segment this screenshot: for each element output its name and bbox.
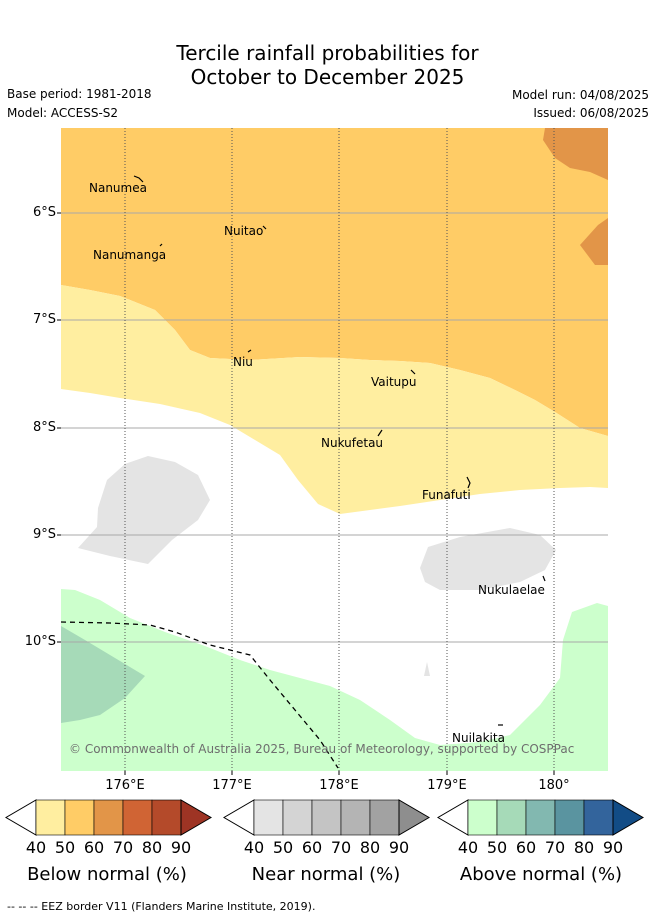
colorbar-tick-label: 60 [83, 838, 105, 857]
place-label: Nanumea [89, 181, 147, 195]
colorbar-segment [554, 799, 585, 836]
region-below-normal-60-e [580, 218, 608, 265]
lat-label-10s: 10°S [24, 634, 56, 649]
region-below-normal-40 [61, 285, 608, 514]
eez-border-legend: -- -- -- EEZ border V11 (Flanders Marine… [7, 900, 316, 913]
colorbar-tick-label: 40 [457, 838, 479, 857]
colorbar-title: Below normal (%) [27, 864, 187, 885]
colorbar-title: Above normal (%) [459, 864, 623, 885]
colorbar-tick-label: 90 [602, 838, 624, 857]
lat-label-9s: 9°S [32, 527, 56, 542]
colorbar-segment [467, 799, 498, 836]
copyright-notice: © Commonwealth of Australia 2025, Bureau… [69, 742, 575, 756]
model-run: Model run: 04/08/2025 [511, 88, 649, 102]
colorbar-under-arrow [223, 799, 255, 836]
colorbar-title: Near normal (%) [251, 864, 401, 885]
place-label: Nuilakita [452, 731, 505, 745]
colorbar-over-arrow [612, 799, 644, 836]
colorbar-tick-label: 50 [54, 838, 76, 857]
colorbar-tick-label: 70 [544, 838, 566, 857]
place-label: Niu [233, 355, 253, 369]
place-label: Vaitupu [371, 375, 417, 389]
colorbar-segment [311, 799, 342, 836]
island-nukulaelae [542, 575, 546, 582]
colorbar-segment [122, 799, 153, 836]
colorbar-segment [340, 799, 371, 836]
colorbar-over-arrow [180, 799, 212, 836]
island-niu [247, 349, 252, 353]
island-funafuti [466, 476, 471, 489]
lat-label-8s: 8°S [32, 420, 56, 435]
lat-label-6s: 6°S [32, 205, 56, 220]
colorbar-segment [35, 799, 66, 836]
place-label: Nukulaelae [478, 583, 545, 597]
colorbar-tick-label: 50 [486, 838, 508, 857]
colorbar-segment [64, 799, 95, 836]
latitude-gridlines [61, 212, 608, 643]
island-vaitupu [410, 369, 416, 375]
place-label: Funafuti [422, 488, 471, 502]
colorbar-tick-label: 90 [170, 838, 192, 857]
axis-ticks [57, 212, 555, 775]
region-near-normal-east [420, 528, 556, 590]
colorbar-above-normal [437, 799, 644, 836]
longitude-gridlines [124, 128, 555, 771]
colorbar-segment [583, 799, 614, 836]
lon-label-176e: 176°E [105, 778, 145, 793]
region-below-normal-60-ne [543, 128, 608, 180]
map-title-line-2: October to December 2025 [190, 65, 465, 89]
lon-label-180: 180° [538, 778, 570, 793]
colorbar-tick-label: 70 [330, 838, 352, 857]
colorbar-segment [282, 799, 313, 836]
colorbar-tick-label: 80 [141, 838, 163, 857]
colorbar-tick-label: 40 [25, 838, 47, 857]
colorbar-segment [369, 799, 400, 836]
eez-border [61, 621, 339, 769]
lon-label-179e: 179°E [427, 778, 467, 793]
colorbar-tick-label: 90 [388, 838, 410, 857]
colorbar-under-arrow [437, 799, 469, 836]
colorbar-tick-label: 80 [359, 838, 381, 857]
issued-date: Issued: 06/08/2025 [533, 106, 649, 120]
colorbar-under-arrow [5, 799, 37, 836]
lon-label-178e: 178°E [319, 778, 359, 793]
colorbar-tick-label: 60 [515, 838, 537, 857]
colorbar-segment [151, 799, 182, 836]
colorbar-segment [496, 799, 527, 836]
place-label: Nuitao [224, 224, 264, 238]
colorbar-tick-label: 40 [243, 838, 265, 857]
island-nanumea [133, 175, 144, 183]
colorbar-segment [253, 799, 284, 836]
lat-label-7s: 7°S [32, 312, 56, 327]
colorbar-segment [93, 799, 124, 836]
place-label: Nanumanga [93, 248, 167, 262]
place-label: Nukufetau [321, 436, 384, 450]
base-period: Base period: 1981-2018 [7, 87, 152, 101]
region-above-normal-50 [61, 626, 145, 723]
model-name: Model: ACCESS-S2 [7, 106, 119, 120]
island-nukufetau [377, 429, 383, 437]
region-below-normal-50 [61, 128, 608, 436]
colorbar-tick-label: 50 [272, 838, 294, 857]
colorbar-segment [525, 799, 556, 836]
lon-label-177e: 177°E [212, 778, 252, 793]
colorbar-tick-label: 60 [301, 838, 323, 857]
colorbar-tick-label: 70 [112, 838, 134, 857]
colorbar-tick-label: 80 [573, 838, 595, 857]
island-outlines [133, 175, 546, 726]
island-nanumanga [159, 243, 163, 247]
region-above-normal-40 [61, 589, 608, 771]
colorbar-near-normal [223, 799, 430, 836]
region-near-normal-west [78, 456, 210, 564]
colorbar-below-normal [5, 799, 212, 836]
map-title-line-1: Tercile rainfall probabilities for [176, 41, 479, 65]
colorbar-over-arrow [398, 799, 430, 836]
island-nuitao [262, 225, 267, 230]
region-near-normal-small [424, 662, 430, 676]
